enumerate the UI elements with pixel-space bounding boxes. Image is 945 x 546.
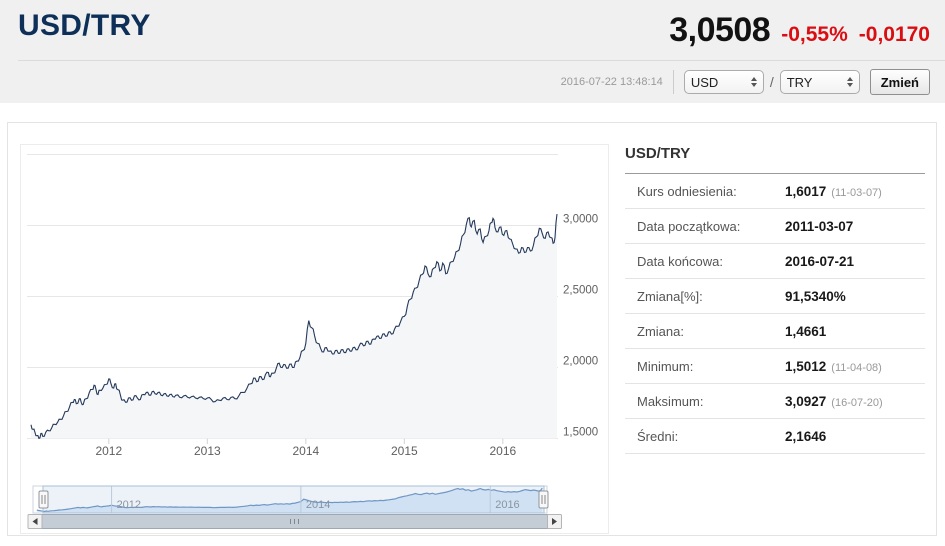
page-title: USD/TRY xyxy=(18,9,151,42)
stat-label: Średni: xyxy=(637,428,679,444)
navigator-handle-right[interactable] xyxy=(538,490,549,509)
x-axis-label: 2016 xyxy=(489,444,516,458)
select-arrows-icon xyxy=(750,77,757,87)
currency-from-value: USD xyxy=(690,74,719,90)
scroll-left-arrow-icon xyxy=(32,518,38,525)
navigator-series-line xyxy=(36,487,543,513)
stat-row: Zmiana: 1,4661 xyxy=(625,314,925,349)
stat-row: Minimum: 1,5012 (11-04-08) xyxy=(625,349,925,384)
stat-label: Zmiana[%]: xyxy=(637,288,703,304)
stats-rows: Kurs odniesienia: 1,6017 (11-03-07) Data po… xyxy=(625,174,925,454)
stat-value: 2011-03-07 xyxy=(785,218,854,234)
scroll-right-arrow-icon xyxy=(552,518,557,525)
chart-card: 1,5000 2,0000 2,5000 3,0000 2012 2013 2014 2015… xyxy=(7,122,937,536)
currency-from-select[interactable]: USD xyxy=(683,70,764,94)
stat-value: 91,5340% xyxy=(785,288,846,304)
x-axis-label: 2014 xyxy=(292,444,319,458)
x-axis-label: 2013 xyxy=(194,444,221,458)
stat-note: (16-07-20) xyxy=(831,396,883,409)
stat-label: Minimum: xyxy=(637,358,694,374)
toolbar-separator xyxy=(672,70,674,94)
pair-toolbar: 2016-07-22 13:48:14 USD / TRY Zmień xyxy=(561,68,930,96)
price-block: 3,0508 -0,55% -0,0170 xyxy=(669,11,930,50)
stats-title: USD/TRY xyxy=(625,137,925,174)
price-series-line xyxy=(30,214,558,440)
x-axis-label: 2012 xyxy=(95,444,122,458)
y-axis-label: 3,0000 xyxy=(563,214,598,226)
pair-slash: / xyxy=(769,74,774,90)
stat-value: 2,1646 xyxy=(785,428,827,444)
stat-value: 1,6017 (11-03-07) xyxy=(785,183,882,199)
stat-label: Maksimum: xyxy=(637,393,704,409)
stat-value: 2016-07-21 xyxy=(785,253,855,269)
stat-note: (11-04-08) xyxy=(831,361,882,374)
header-divider xyxy=(18,60,945,61)
navigator-year-label: 2012 xyxy=(117,499,141,511)
chart-plot-area[interactable] xyxy=(31,155,558,439)
currency-to-select[interactable]: TRY xyxy=(779,70,860,94)
navigator-year-label: 2014 xyxy=(306,499,330,511)
stat-value: 1,4661 xyxy=(785,323,827,339)
select-arrows-icon xyxy=(846,77,853,87)
stat-row: Kurs odniesienia: 1,6017 (11-03-07) xyxy=(625,174,925,209)
stat-row: Data końcowa: 2016-07-21 xyxy=(625,244,925,279)
stat-label: Kurs odniesienia: xyxy=(637,183,737,199)
change-percent: -0,55% xyxy=(781,23,848,46)
currency-to-value: TRY xyxy=(786,74,813,90)
y-axis-label: 1,5000 xyxy=(563,427,598,439)
navigator-series-area xyxy=(36,488,543,513)
navigator-handle-left[interactable] xyxy=(38,490,49,509)
price-series-area xyxy=(31,214,557,439)
stats-panel: USD/TRY Kurs odniesienia: 1,6017 (11-03-07… xyxy=(625,137,925,454)
stat-note: (11-03-07) xyxy=(831,186,882,199)
quote-timestamp: 2016-07-22 13:48:14 xyxy=(560,76,663,88)
stat-row: Średni: 2,1646 xyxy=(625,419,925,454)
x-axis-label: 2015 xyxy=(391,444,418,458)
stat-value: 1,5012 (11-04-08) xyxy=(785,358,882,374)
navigator-year-label: 2016 xyxy=(495,499,519,511)
price-chart[interactable]: 1,5000 2,0000 2,5000 3,0000 2012 2013 2014 2015… xyxy=(21,145,608,533)
y-axis-label: 2,0000 xyxy=(563,356,598,368)
stat-row: Zmiana[%]: 91,5340% xyxy=(625,279,925,314)
change-pair-button[interactable]: Zmień xyxy=(869,69,930,95)
change-value: -0,0170 xyxy=(858,23,930,46)
quote-header: USD/TRY 3,0508 -0,55% -0,0170 2016-07-22… xyxy=(0,0,945,103)
y-axis-label: 2,5000 xyxy=(563,285,598,297)
stat-label: Data początkowa: xyxy=(637,218,741,234)
stat-value: 3,0927 (16-07-20) xyxy=(785,393,883,409)
stat-row: Data początkowa: 2011-03-07 xyxy=(625,209,925,244)
stat-row: Maksimum: 3,0927 (16-07-20) xyxy=(625,384,925,419)
navigator-selected-range[interactable] xyxy=(42,485,545,514)
chart-container: 1,5000 2,0000 2,5000 3,0000 2012 2013 2014 2015… xyxy=(20,144,609,534)
stat-label: Zmiana: xyxy=(637,323,684,339)
current-price: 3,0508 xyxy=(669,11,771,49)
stat-label: Data końcowa: xyxy=(637,253,723,269)
